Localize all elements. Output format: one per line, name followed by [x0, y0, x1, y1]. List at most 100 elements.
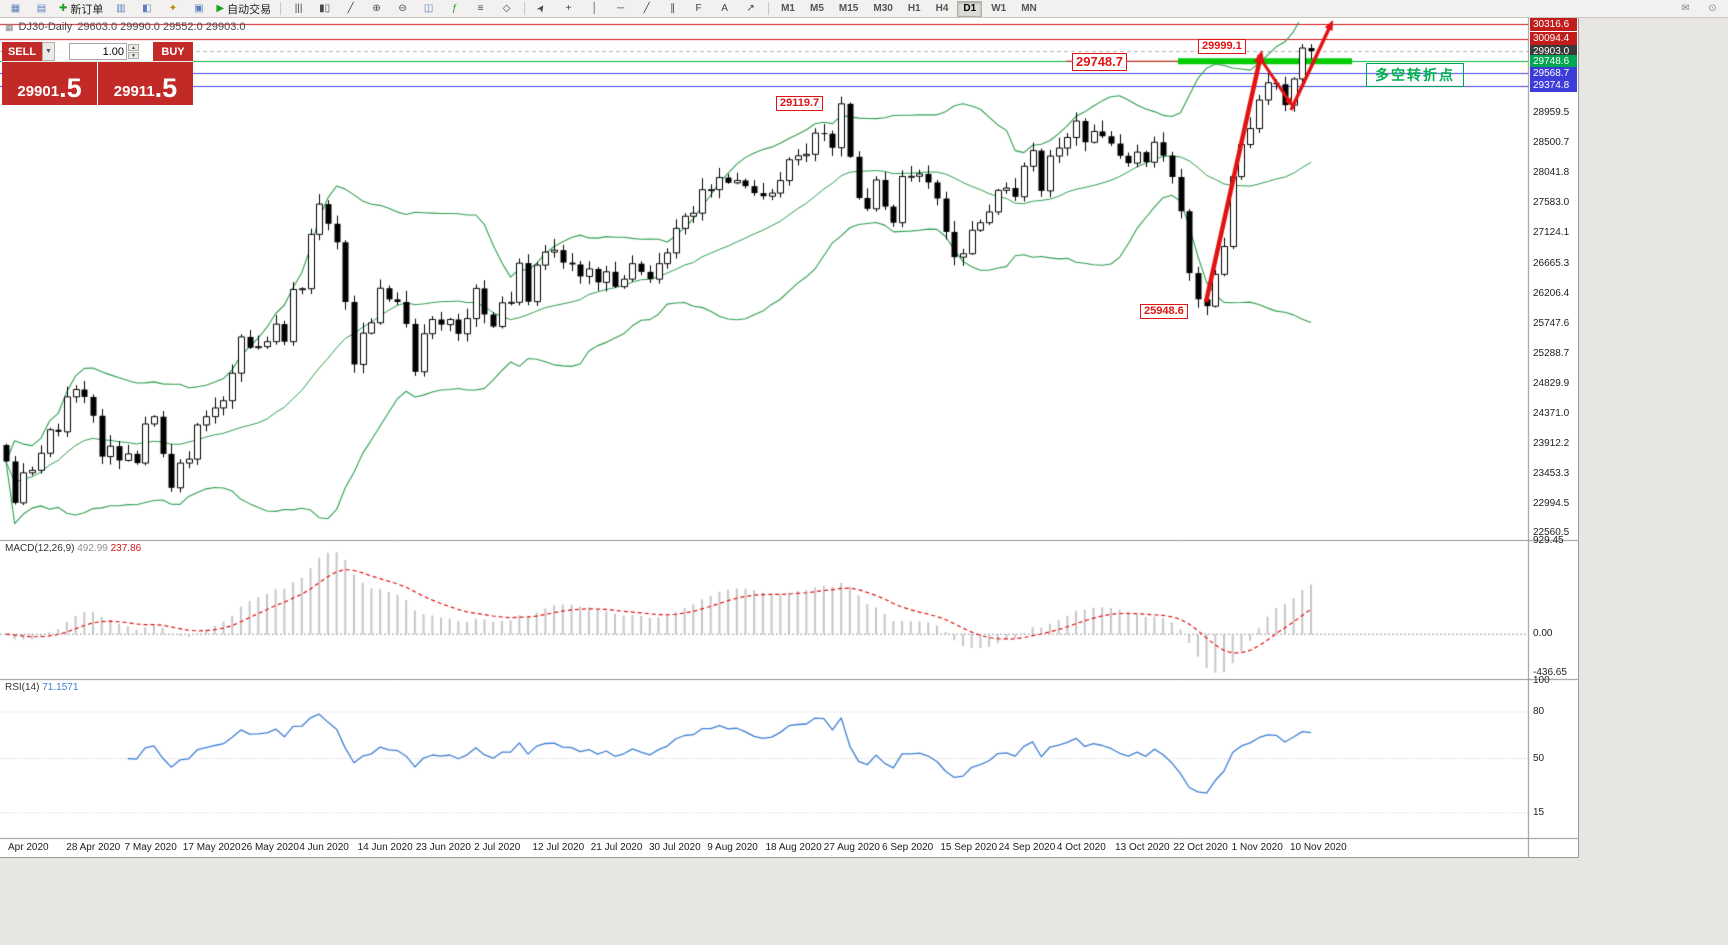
horizontal-line-icon[interactable]: ─ [608, 0, 633, 18]
line-chart-icon: ╱ [347, 2, 354, 14]
date-tick: 18 Aug 2020 [765, 842, 822, 853]
chart-profiles-icon: ▤ [36, 2, 47, 14]
annotation-high-recent: 29999.1 [1198, 39, 1246, 54]
date-tick: 23 Jun 2020 [415, 842, 471, 853]
timeframe-d1[interactable]: D1 [957, 0, 983, 17]
text-icon[interactable]: A [712, 0, 737, 18]
timeframe-w1[interactable]: W1 [991, 2, 1007, 14]
annotation-turning-point: 多空转折点 [1366, 63, 1464, 87]
date-tick: 17 May 2020 [182, 842, 241, 853]
timeframe-m15[interactable]: M15 [838, 2, 859, 14]
arrows-icon[interactable]: ↗ [738, 0, 763, 18]
price-tick: 22560.5 [1533, 526, 1570, 538]
indicator-list-icon[interactable]: ≡ [468, 0, 493, 18]
volume-input[interactable] [69, 43, 127, 60]
sell-button[interactable]: SELL [2, 42, 42, 61]
tile-windows-icon: ◫ [423, 2, 434, 14]
indicators-icon[interactable]: ƒ [442, 0, 467, 18]
volume-up-button[interactable]: ▲ [128, 44, 139, 51]
fibonacci-icon: F [695, 2, 702, 14]
timeframe-mn[interactable]: MN [1021, 2, 1037, 14]
trendline-icon: ╱ [643, 2, 650, 14]
zoom-out-icon: ⊖ [398, 2, 407, 14]
market-watch-icon[interactable]: ▥ [108, 0, 133, 18]
price-level-29568.7: 29568.7 [1530, 66, 1577, 80]
crosshair-icon[interactable]: + [556, 0, 581, 18]
indicators-icon: ƒ [451, 2, 458, 14]
cursor-icon: ➤ [535, 1, 550, 15]
channel-icon[interactable]: ∥ [660, 0, 685, 18]
notifications-icon[interactable]: ✉ [1673, 0, 1698, 18]
channel-icon: ∥ [670, 2, 676, 14]
chart-window: ▦ DJ30-Daily 29603.0 29990.0 29552.0 299… [0, 18, 1579, 858]
date-tick: 4 Oct 2020 [1056, 842, 1106, 853]
terminal-icon: ▣ [194, 2, 204, 14]
data-window-icon[interactable]: ◧ [134, 0, 159, 18]
line-chart-icon[interactable]: ╱ [338, 0, 363, 18]
date-tick: 22 Oct 2020 [1173, 842, 1228, 853]
date-tick: 28 Apr 2020 [66, 842, 121, 853]
autotrading-button: ▶ [216, 2, 225, 14]
toolbar-separator [524, 2, 526, 15]
trendline-icon[interactable]: ╱ [634, 0, 659, 18]
timeframe-h4[interactable]: H4 [935, 2, 949, 14]
horizontal-line-icon: ─ [617, 2, 625, 14]
timeframe-m30[interactable]: M30 [873, 2, 893, 14]
chart-profiles-icon[interactable]: ▤ [29, 0, 54, 18]
order-type-dropdown[interactable]: ▼ [42, 42, 55, 61]
autotrading-button[interactable]: ▶ 自动交易 [212, 0, 275, 18]
date-tick: 7 May 2020 [124, 842, 177, 853]
volume-down-button[interactable]: ▼ [128, 52, 139, 59]
zoom-out-icon[interactable]: ⊖ [390, 0, 415, 18]
chart-canvas[interactable] [0, 18, 1578, 857]
price-tick: 24371.0 [1533, 408, 1570, 420]
price-tick: 23912.2 [1533, 438, 1570, 450]
date-tick: Apr 2020 [8, 842, 49, 853]
tile-windows-icon[interactable]: ◫ [416, 0, 441, 18]
price-level-30316.6: 30316.6 [1530, 18, 1577, 31]
buy-button[interactable]: BUY [153, 42, 193, 61]
zoom-in-icon[interactable]: ⊕ [364, 0, 389, 18]
buy-price[interactable]: 29911.5 [98, 62, 193, 105]
crosshair-icon: + [565, 2, 572, 14]
annotation-low-oct: 25948.6 [1140, 304, 1188, 319]
timeframe-m5[interactable]: M5 [810, 2, 824, 14]
bar-chart-icon[interactable]: ||| [286, 0, 311, 18]
date-tick: 14 Jun 2020 [357, 842, 413, 853]
new-order-button: ✚ [59, 2, 68, 14]
cursor-icon[interactable]: ➤ [530, 0, 555, 18]
sell-price[interactable]: 29901.5 [2, 62, 97, 105]
timeframe-m1[interactable]: M1 [781, 2, 795, 14]
timeframe-h1[interactable]: H1 [907, 2, 921, 14]
notifications-icon: ✉ [1681, 2, 1690, 14]
macd-axis-min: -436.65 [1533, 667, 1567, 678]
market-watch-icon: ▥ [116, 2, 126, 14]
candlestick-chart-icon[interactable]: ▮▯ [312, 0, 337, 18]
price-level-29748.6: 29748.6 [1530, 54, 1577, 68]
arrows-icon: ↗ [746, 2, 755, 14]
price-tick: 27583.0 [1533, 197, 1570, 209]
candlestick-chart-icon: ▮▯ [319, 2, 331, 14]
search-icon: ⊙ [1708, 2, 1717, 14]
date-tick: 2 Jul 2020 [474, 842, 521, 853]
price-level-29374.8: 29374.8 [1530, 79, 1577, 93]
macd-axis-max: 929.45 [1533, 535, 1564, 546]
search-icon[interactable]: ⊙ [1700, 0, 1725, 18]
terminal-icon[interactable]: ▣ [186, 0, 211, 18]
vertical-line-icon: │ [591, 2, 598, 14]
price-tick: 22994.5 [1533, 498, 1570, 510]
date-tick: 15 Sep 2020 [940, 842, 998, 853]
vertical-line-icon[interactable]: │ [582, 0, 607, 18]
new-order-button[interactable]: ✚ 新订单 [55, 0, 107, 18]
zoom-in-icon: ⊕ [372, 2, 381, 14]
price-tick: 27124.1 [1533, 227, 1570, 239]
navigator-icon[interactable]: ✦ [160, 0, 185, 18]
macd-axis-zero: 0.00 [1533, 628, 1553, 639]
date-tick: 4 Jun 2020 [299, 842, 349, 853]
price-tick: 26665.3 [1533, 257, 1570, 269]
objects-list-icon[interactable]: ◇ [494, 0, 519, 18]
date-tick: 27 Aug 2020 [823, 842, 880, 853]
fibonacci-icon[interactable]: F [686, 0, 711, 18]
price-tick: 25288.7 [1533, 347, 1570, 359]
new-chart-icon[interactable]: ▦ [3, 0, 28, 18]
